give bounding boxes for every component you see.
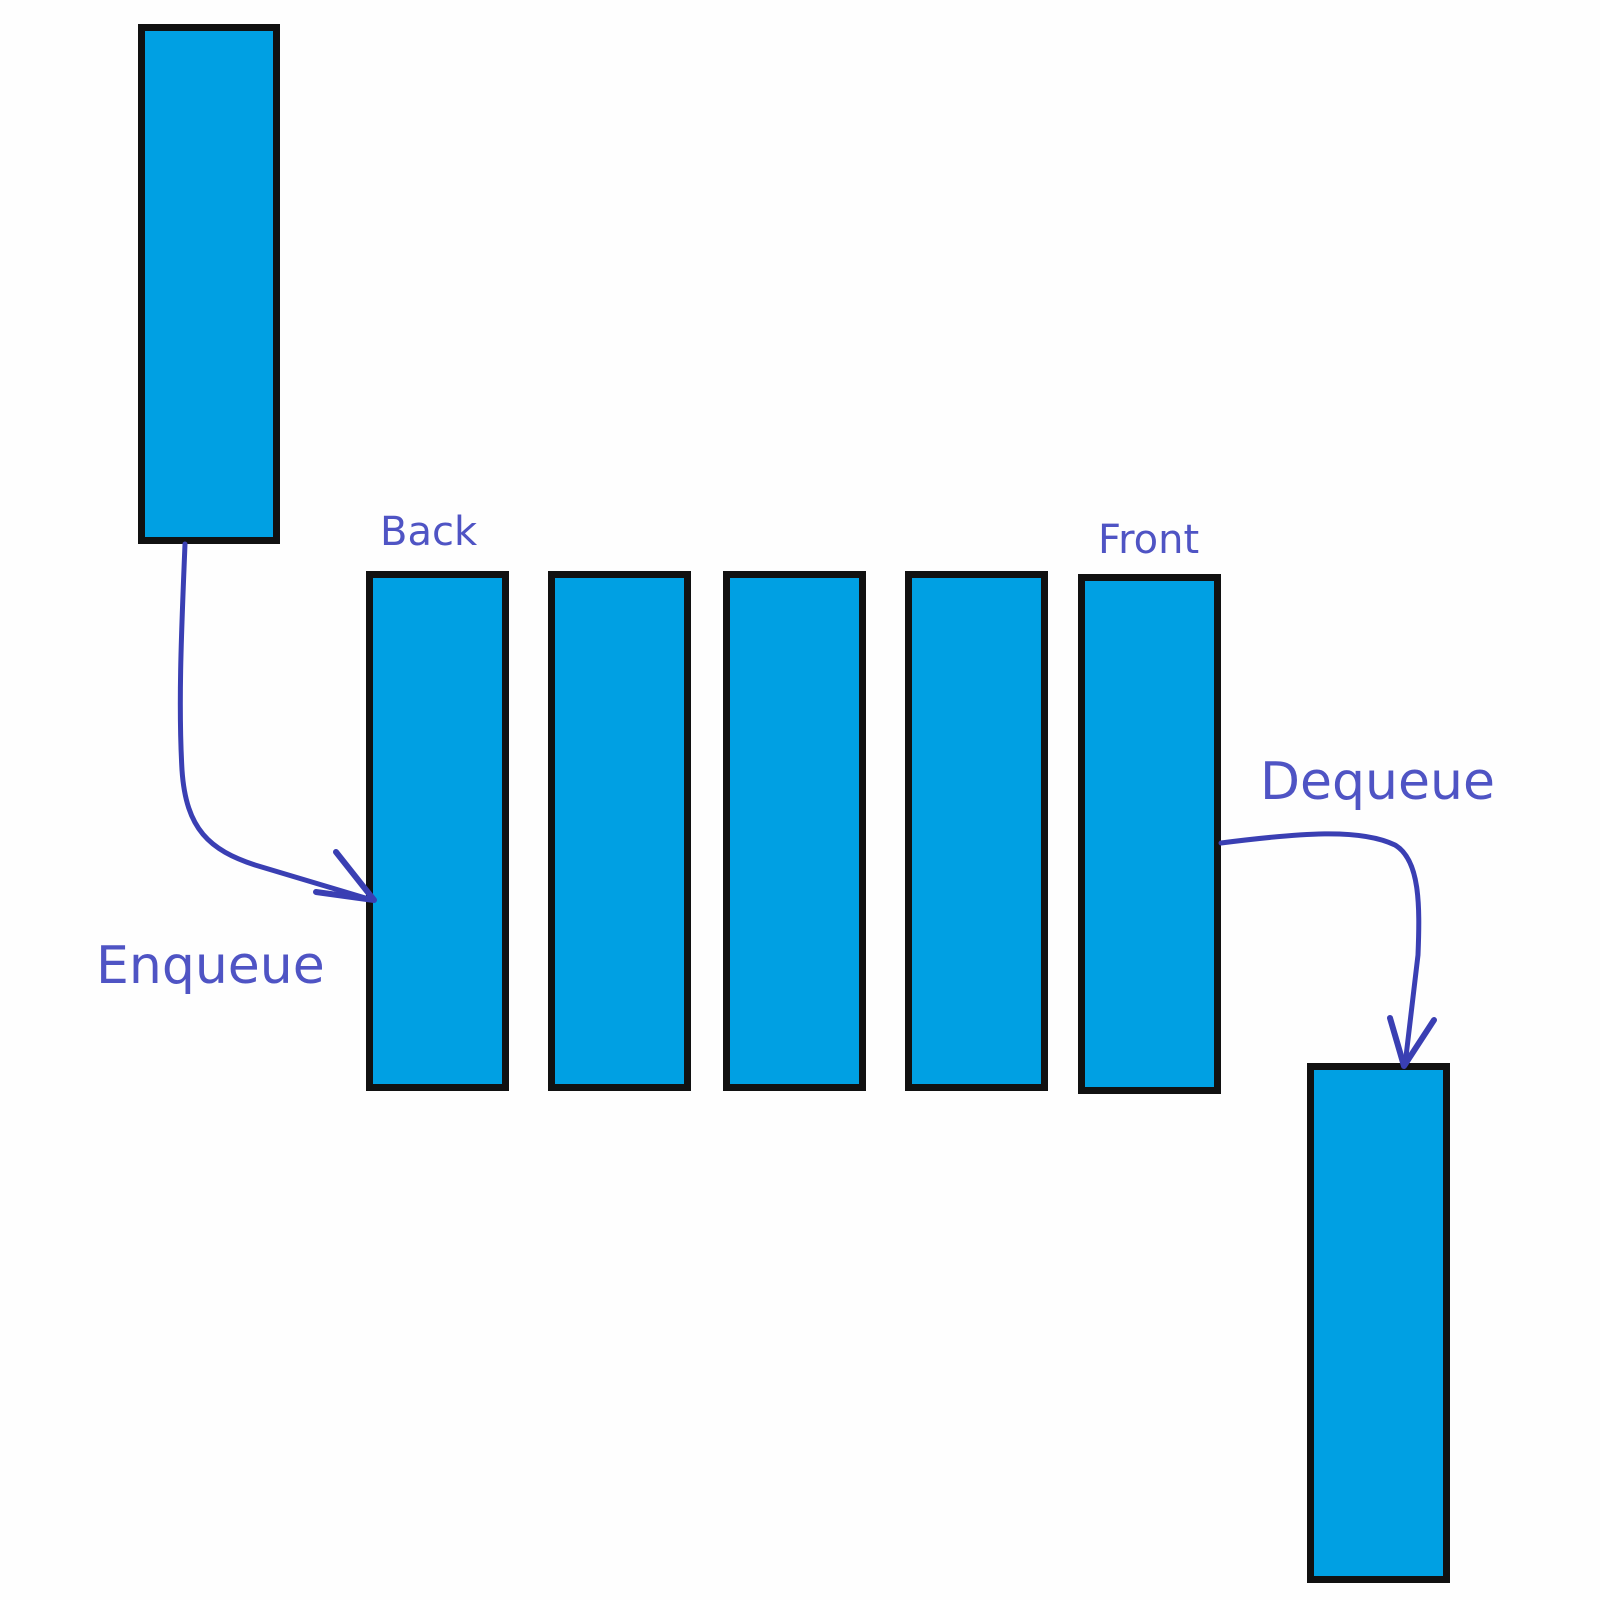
queue-element-front — [1078, 574, 1221, 1094]
dequeue-label: Dequeue — [1260, 752, 1495, 812]
queue-element-back — [366, 571, 509, 1091]
incoming-element — [138, 24, 280, 544]
front-label: Front — [1098, 517, 1200, 563]
queue-element — [548, 571, 691, 1091]
enqueue-label: Enqueue — [96, 936, 325, 996]
dequeued-element — [1307, 1063, 1450, 1583]
back-label: Back — [380, 509, 478, 555]
dequeue-arrow-icon — [1218, 831, 1422, 1068]
queue-element — [905, 571, 1048, 1091]
queue-element — [723, 571, 866, 1091]
enqueue-arrow-icon — [177, 541, 375, 903]
dequeue-arrowhead-icon — [1387, 1015, 1437, 1069]
